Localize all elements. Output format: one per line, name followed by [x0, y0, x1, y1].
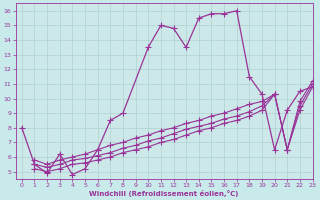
X-axis label: Windchill (Refroidissement éolien,°C): Windchill (Refroidissement éolien,°C): [89, 190, 239, 197]
